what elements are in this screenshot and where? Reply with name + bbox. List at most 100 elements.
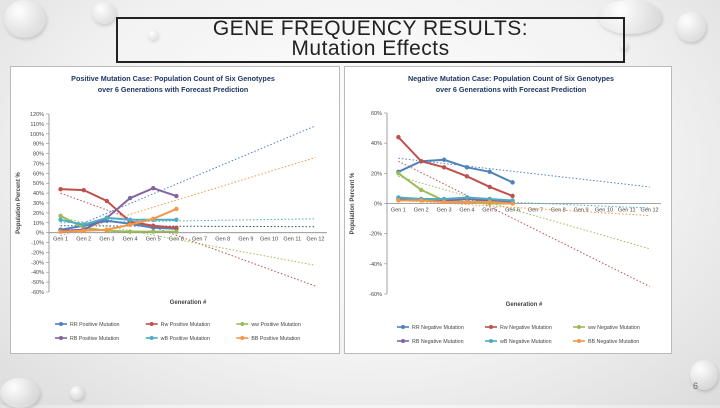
x-tick-label: Gen 4: [459, 208, 474, 214]
x-tick-label: Gen 3: [99, 237, 114, 243]
y-tick-label: 30%: [33, 201, 44, 207]
y-tick-label: -20%: [31, 250, 44, 256]
data-point: [487, 196, 492, 202]
x-tick-label: Gen 12: [641, 208, 659, 214]
legend-marker: [577, 325, 581, 329]
data-point: [127, 222, 133, 227]
positive-mutation-chart: Positive Mutation Case: Population Count…: [10, 66, 340, 354]
x-tick-label: Gen 9: [574, 208, 589, 214]
negative-mutation-chart-svg: Negative Mutation Case: Population Count…: [350, 74, 661, 345]
legend-marker: [489, 325, 493, 329]
data-point: [464, 195, 470, 200]
chart-title: over 6 Generations with Forecast Predict…: [98, 85, 249, 94]
series-line: [60, 208, 177, 233]
x-tick-label: Gen 11: [618, 208, 636, 214]
chart-title: Negative Mutation Case: Population Count…: [408, 74, 614, 83]
y-tick-label: 40%: [371, 141, 382, 147]
legend-marker: [149, 336, 154, 340]
y-tick-label: 60%: [33, 171, 44, 177]
data-point: [464, 165, 470, 170]
forecast-trendline: [398, 157, 650, 188]
legend-label: wB Positive Mutation: [161, 336, 210, 342]
water-drop: [70, 386, 84, 400]
x-tick-label: Gen 6: [169, 237, 184, 243]
data-point: [396, 198, 401, 203]
data-point: [151, 185, 156, 191]
data-point: [151, 223, 156, 228]
data-point: [174, 225, 179, 230]
x-tick-label: Gen 2: [76, 237, 91, 243]
x-tick-label: Gen 1: [53, 237, 68, 243]
data-point: [81, 187, 86, 193]
data-point: [127, 229, 133, 234]
data-point: [58, 186, 63, 192]
data-point: [396, 171, 401, 176]
y-tick-label: 10%: [33, 221, 44, 227]
x-tick-label: Gen 5: [482, 208, 497, 214]
legend-label: wB Negative Mutation: [500, 339, 552, 345]
legend-label: BB Negative Mutation: [588, 339, 639, 345]
negative-mutation-chart: Negative Mutation Case: Population Count…: [344, 66, 672, 354]
data-point: [396, 134, 401, 140]
legend-marker: [240, 322, 245, 326]
legend-label: RR Positive Mutation: [70, 322, 120, 328]
data-point: [464, 174, 470, 179]
forecast-trendline: [60, 157, 316, 237]
forecast-trendline: [60, 125, 316, 234]
data-point: [104, 227, 110, 232]
legend-label: RB Negative Mutation: [412, 339, 464, 345]
series-line: [398, 199, 513, 205]
y-tick-label: 40%: [33, 191, 44, 197]
water-drop: [676, 12, 706, 42]
data-point: [174, 217, 179, 223]
x-tick-label: Gen 10: [595, 208, 613, 214]
x-tick-label: Gen 6: [505, 208, 520, 214]
data-point: [419, 159, 424, 164]
x-tick-label: Gen 7: [192, 237, 207, 243]
data-point: [419, 198, 424, 203]
data-point: [174, 229, 179, 234]
x-tick-label: Gen 1: [391, 208, 406, 214]
y-tick-label: 20%: [371, 171, 382, 177]
x-axis-label: Generation #: [170, 300, 207, 306]
y-tick-label: -20%: [369, 232, 382, 238]
series-line: [60, 216, 177, 226]
data-point: [510, 198, 515, 203]
data-point: [441, 196, 447, 202]
legend-label: RB Positive Mutation: [70, 336, 119, 342]
legend-label: ww Positive Mutation: [251, 322, 301, 328]
data-point: [487, 184, 492, 190]
y-tick-label: 80%: [33, 152, 44, 158]
data-point: [174, 193, 179, 199]
data-point: [58, 213, 63, 219]
water-drop: [4, 0, 46, 38]
data-point: [174, 206, 179, 212]
slide-title-line2: Mutation Effects: [291, 37, 450, 60]
legend-label: BB Positive Mutation: [251, 336, 300, 342]
data-point: [487, 169, 492, 175]
page-number: 6: [692, 381, 698, 391]
y-tick-label: -10%: [31, 241, 44, 247]
x-tick-label: Gen 10: [260, 237, 278, 243]
water-drop: [148, 30, 158, 40]
series-line: [397, 158, 514, 184]
water-drop: [92, 2, 116, 24]
x-tick-label: Gen 9: [238, 237, 253, 243]
data-point: [127, 217, 133, 223]
x-tick-label: Gen 3: [437, 208, 452, 214]
legend-marker: [489, 339, 493, 343]
y-tick-label: 20%: [33, 211, 44, 217]
x-tick-label: Gen 11: [283, 237, 301, 243]
x-tick-label: Gen 4: [123, 237, 138, 243]
x-tick-label: Gen 8: [551, 208, 566, 214]
legend-marker: [59, 322, 63, 326]
data-point: [510, 201, 515, 206]
data-point: [58, 217, 63, 223]
data-point: [81, 222, 86, 227]
y-tick-label: 70%: [33, 161, 44, 167]
y-tick-label: 60%: [371, 111, 382, 117]
forecast-trendline: [398, 160, 650, 287]
x-tick-label: Gen 8: [215, 237, 230, 243]
legend-label: RR Negative Mutation: [412, 325, 464, 331]
y-tick-label: 50%: [33, 181, 44, 187]
